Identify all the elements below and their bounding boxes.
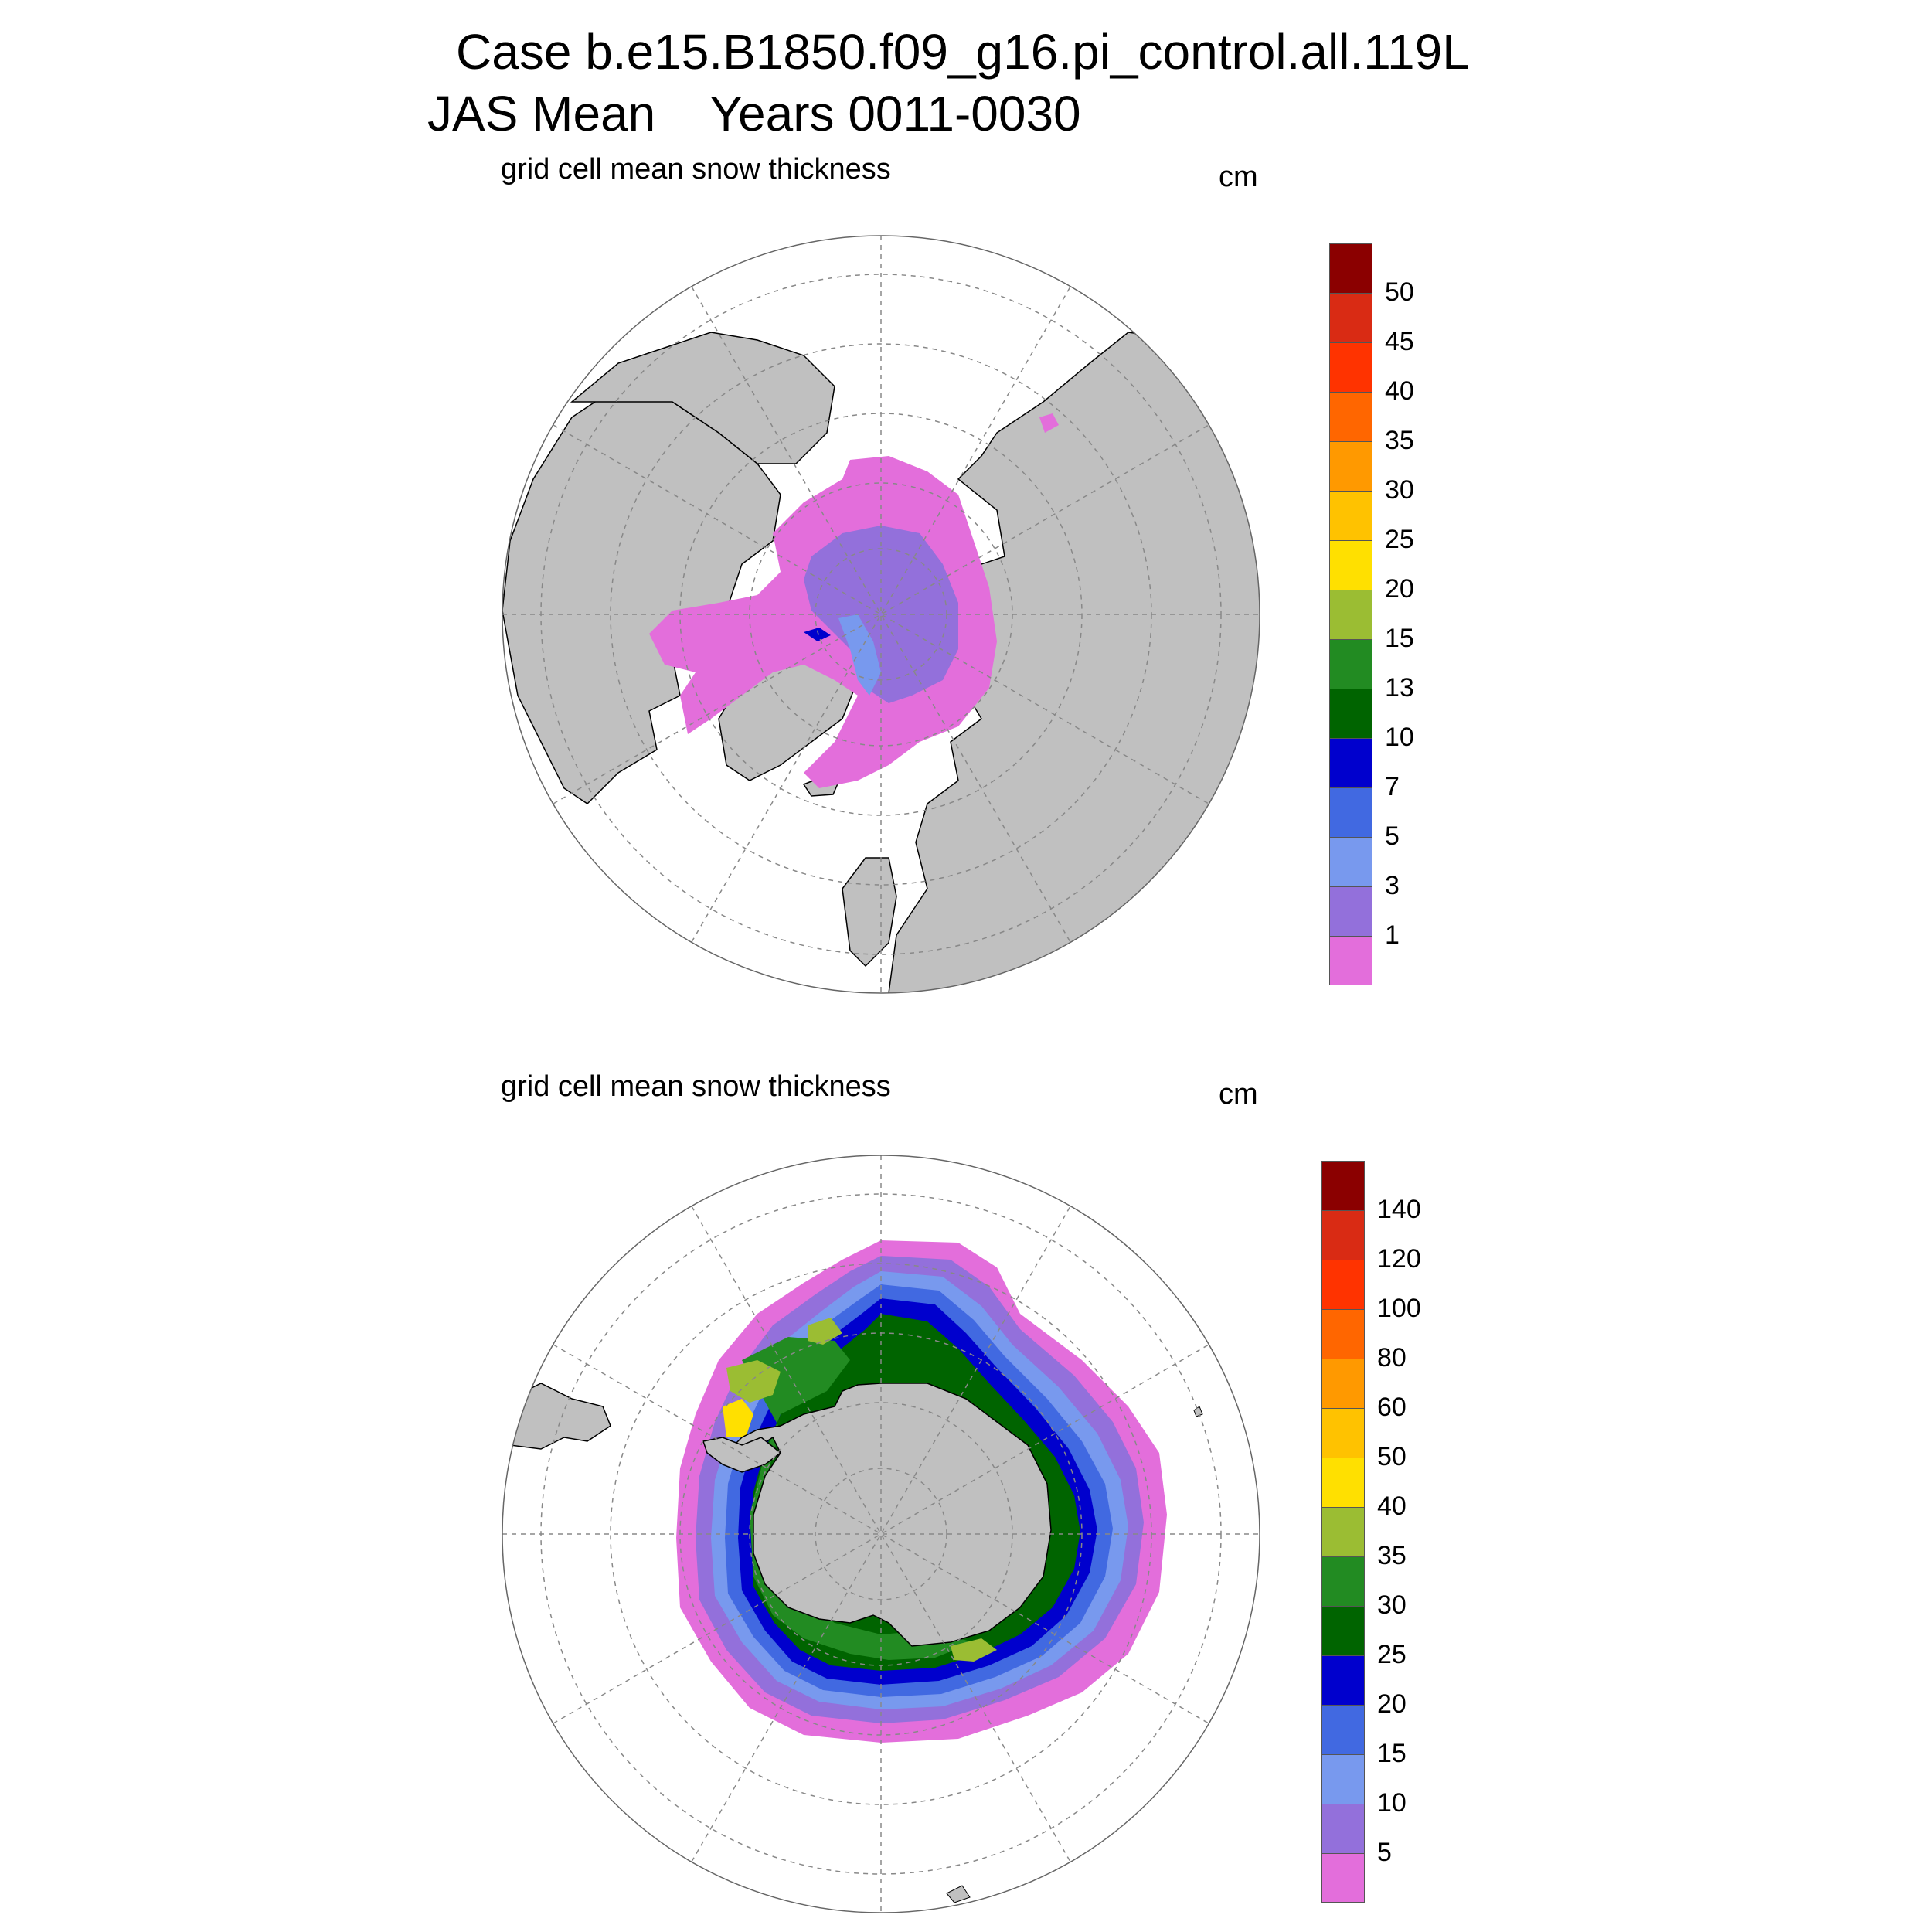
south-colorbar-swatch: [1321, 1260, 1365, 1309]
north-colorbar-label: 35: [1385, 426, 1414, 455]
north-snow-band-4: [804, 628, 831, 641]
south-colorbar-label: 80: [1377, 1343, 1406, 1372]
south-colorbar-swatch: [1321, 1359, 1365, 1408]
south-snow-band-11: [808, 1318, 842, 1345]
south-colorbar-label: 40: [1377, 1492, 1406, 1521]
north-colorbar-label: 10: [1385, 723, 1414, 752]
north-colorbar-label: 1: [1385, 920, 1400, 950]
north-colorbar-label: 50: [1385, 277, 1414, 307]
south-colorbar-label: 20: [1377, 1689, 1406, 1719]
north-colorbar-label: 13: [1385, 673, 1414, 702]
north-colorbar-swatch: [1329, 441, 1372, 491]
north-colorbar-label: 7: [1385, 772, 1400, 801]
south-snow-band-10: [951, 1638, 997, 1662]
north-colorbar-swatch: [1329, 837, 1372, 886]
north-colorbar-label: 30: [1385, 475, 1414, 505]
south-colorbar-swatch: [1321, 1754, 1365, 1804]
north-panel-title: grid cell mean snow thickness: [501, 153, 891, 185]
north-land-europe: [842, 857, 897, 968]
south-colorbar-swatch: [1321, 1210, 1365, 1260]
south-land-islands: [946, 1406, 1203, 1903]
north-colorbar-label: 40: [1385, 376, 1414, 406]
north-colorbar-swatch: [1329, 936, 1372, 985]
south-snow-band-9: [723, 1399, 753, 1437]
south-colorbar-label: 30: [1377, 1590, 1406, 1620]
north-snow-band-2: [804, 526, 958, 703]
south-colorbar-label: 50: [1377, 1442, 1406, 1471]
south-colorbar-label: 35: [1377, 1541, 1406, 1570]
north-colorbar-label: 25: [1385, 525, 1414, 554]
south-panel-title: grid cell mean snow thickness: [501, 1070, 891, 1103]
north-colorbar-swatch: [1329, 491, 1372, 540]
north-colorbar-swatch: [1329, 639, 1372, 689]
north-colorbar-label: 5: [1385, 821, 1400, 851]
south-colorbar-swatch: [1321, 1161, 1365, 1210]
south-colorbar-label: 15: [1377, 1739, 1406, 1768]
north-colorbar-swatch: [1329, 689, 1372, 738]
south-colorbar-label: 120: [1377, 1244, 1421, 1274]
south-colorbar-label: 10: [1377, 1788, 1406, 1818]
north-snow-band-3: [838, 614, 881, 696]
north-colorbar-swatch: [1329, 590, 1372, 639]
south-colorbar-label: 100: [1377, 1294, 1421, 1323]
south-colorbar-swatch: [1321, 1408, 1365, 1458]
south-map-border: [502, 1155, 1260, 1913]
south-land-antarctic-peninsula: [702, 1437, 782, 1473]
north-colorbar-swatch: [1329, 342, 1372, 392]
south-land-south-america: [502, 1383, 611, 1450]
south-colorbar-swatch: [1321, 1309, 1365, 1359]
south-colorbar-swatch: [1321, 1458, 1365, 1507]
south-colorbar-swatch: [1321, 1705, 1365, 1754]
south-snow-band-8: [726, 1360, 781, 1403]
north-colorbar-swatch: [1329, 540, 1372, 590]
north-colorbar-swatch: [1329, 787, 1372, 837]
north-colorbar-swatch: [1329, 293, 1372, 342]
south-colorbar-label: 25: [1377, 1640, 1406, 1669]
figure-title-period: JAS Mean Years 0011-0030: [427, 86, 1081, 141]
south-graticule: [502, 1155, 1260, 1913]
figure-title-case: Case b.e15.B1850.f09_g16.pi_control.all.…: [456, 24, 1470, 80]
south-land-antarctica: [726, 1383, 1052, 1647]
south-colorbar-swatch: [1321, 1606, 1365, 1655]
north-colorbar-label: 15: [1385, 624, 1414, 653]
north-colorbar-swatch: [1329, 738, 1372, 787]
south-colorbar-swatch: [1321, 1853, 1365, 1903]
south-colorbar-swatch: [1321, 1507, 1365, 1556]
north-graticule: [502, 236, 1260, 993]
south-colorbar-swatch: [1321, 1804, 1365, 1853]
south-polar-map: [502, 1155, 1260, 1913]
south-colorbar-swatch: [1321, 1655, 1365, 1705]
north-colorbar-swatch: [1329, 243, 1372, 293]
north-map-border: [502, 235, 1260, 994]
south-unit-label: cm: [1219, 1078, 1258, 1111]
north-colorbar-swatch: [1329, 886, 1372, 936]
north-colorbar-label: 3: [1385, 871, 1400, 900]
north-colorbar-swatch: [1329, 392, 1372, 441]
south-colorbar-label: 140: [1377, 1195, 1421, 1224]
north-colorbar-label: 45: [1385, 327, 1414, 356]
south-colorbar-label: 5: [1377, 1838, 1392, 1867]
south-colorbar-swatch: [1321, 1556, 1365, 1606]
south-colorbar-label: 60: [1377, 1393, 1406, 1422]
north-unit-label: cm: [1219, 161, 1258, 193]
north-land-alaska: [570, 332, 835, 464]
north-snow-okhotsk: [1039, 413, 1059, 433]
north-colorbar-label: 20: [1385, 574, 1414, 604]
north-polar-map: [502, 235, 1260, 994]
